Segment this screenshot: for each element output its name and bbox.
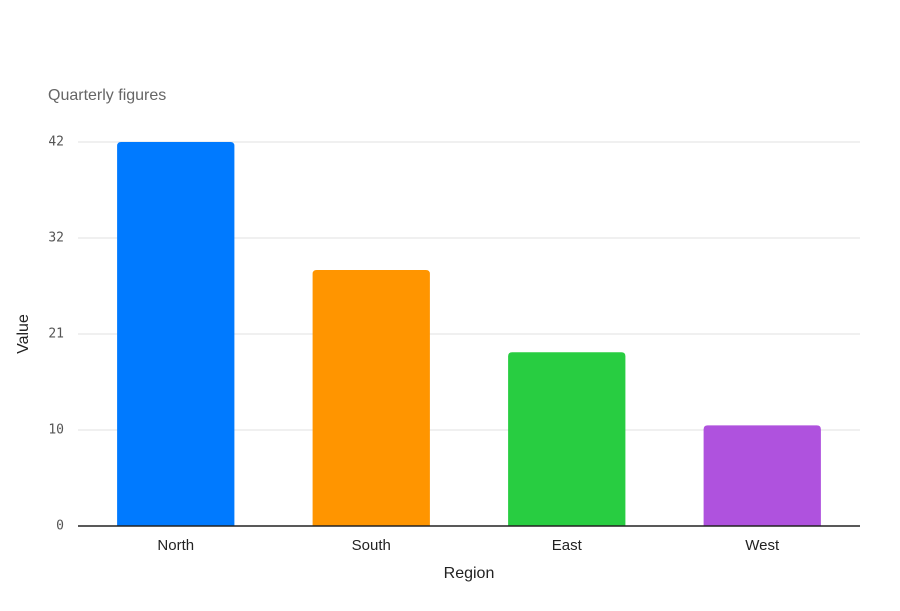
y-tick-label: 32: [48, 231, 64, 246]
bar: [312, 270, 430, 526]
bar: [117, 142, 235, 526]
y-axis-label: Value: [15, 314, 32, 354]
y-tick-label: 21: [48, 327, 64, 342]
x-tick-label: West: [745, 537, 780, 554]
bar: [508, 352, 626, 526]
x-tick-label: East: [552, 537, 583, 554]
bar: [703, 425, 821, 526]
x-tick-label: South: [352, 537, 391, 554]
y-tick-label: 0: [56, 519, 64, 534]
y-tick-label: 10: [48, 423, 64, 438]
x-tick-label: North: [157, 537, 194, 554]
chart-subtitle: Quarterly figures: [48, 87, 166, 104]
x-axis-label: Region: [444, 565, 495, 582]
y-tick-label: 42: [48, 135, 64, 150]
